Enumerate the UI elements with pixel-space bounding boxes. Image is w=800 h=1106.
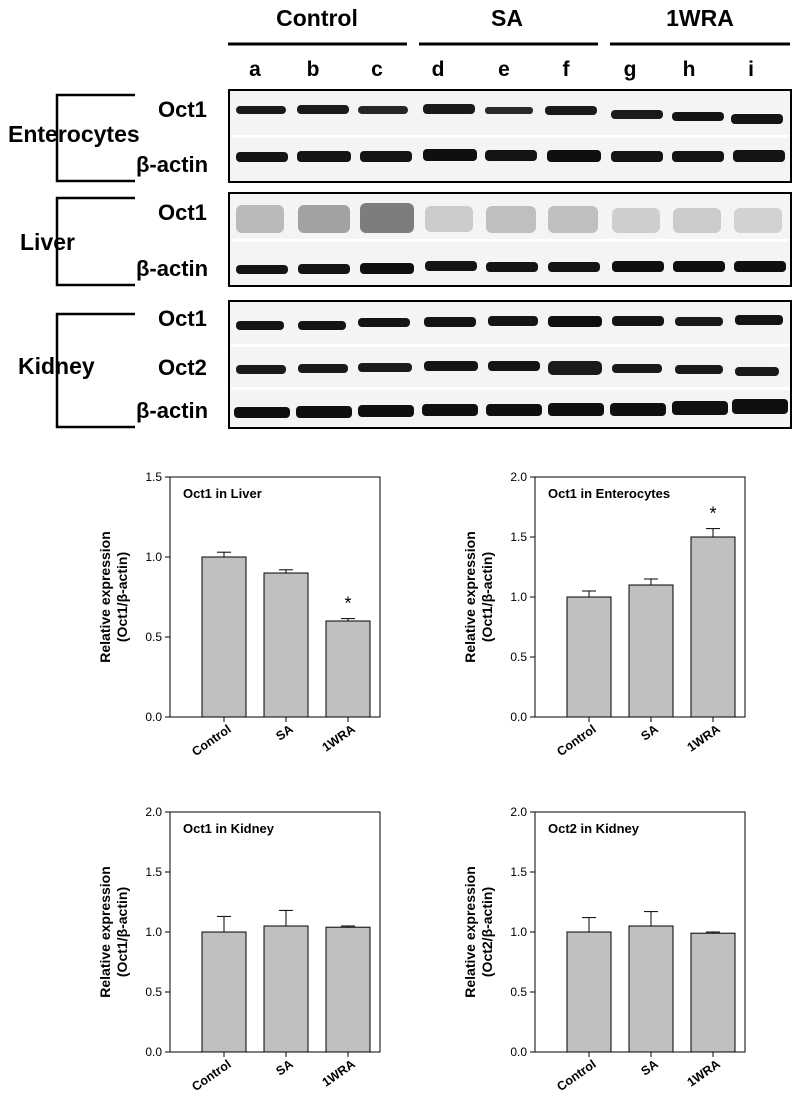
y-axis-label-ratio: (Oct2/β-actin) xyxy=(479,887,495,977)
group-label-control: Control xyxy=(276,5,358,31)
row-label-oct1-enterocytes: Oct1 xyxy=(158,97,207,122)
bar-1wra xyxy=(325,926,371,1053)
bar-1wra xyxy=(690,932,736,1053)
tissue-label-kidney: Kidney xyxy=(18,353,95,379)
y-tick-label: 2.0 xyxy=(145,805,162,819)
lane-label-h: h xyxy=(683,58,696,81)
row-label-bactin-kidney: β-actin xyxy=(136,398,208,423)
blot-box-kidney xyxy=(228,300,792,429)
y-axis-label-ratio: (Oct1/β-actin) xyxy=(114,887,130,977)
y-tick-label: 1.5 xyxy=(510,530,527,544)
chart-oct1-kidney: Oct1 in Kidney 0.0 0.5 1.0 1.5 2.0 Relative ex… xyxy=(97,805,381,1094)
group-label-sa: SA xyxy=(491,5,523,31)
y-tick-label: 0.0 xyxy=(510,710,527,724)
y-tick-label: 0.5 xyxy=(510,650,527,664)
x-tick-label: Control xyxy=(189,722,233,759)
y-tick-label: 1.0 xyxy=(145,925,162,939)
lane-label-b: b xyxy=(307,58,320,81)
chart-oct1-liver: Oct1 in Liver 0.0 0.5 1.0 1.5 Relative expres… xyxy=(97,470,381,759)
x-tick-label: Control xyxy=(554,1057,598,1094)
bar-control xyxy=(201,556,247,718)
x-tick-label: Control xyxy=(554,722,598,759)
bracket-enterocytes xyxy=(55,93,135,183)
y-tick-label: 0.0 xyxy=(510,1045,527,1059)
y-axis-label: Relative expression xyxy=(97,531,113,663)
significance-marker: * xyxy=(344,594,351,614)
bar-1wra xyxy=(690,536,736,718)
y-tick-label: 1.0 xyxy=(145,550,162,564)
y-axis-label-ratio: (Oct1/β-actin) xyxy=(479,552,495,642)
x-tick-label: SA xyxy=(273,1057,295,1078)
chart-oct2-kidney: Oct2 in Kidney 0.0 0.5 1.0 1.5 2.0 Relative ex… xyxy=(462,805,746,1094)
chart-title: Oct1 in Enterocytes xyxy=(548,486,670,501)
bar-control xyxy=(201,931,247,1053)
blot-box-liver xyxy=(228,192,792,287)
x-tick-label: 1WRA xyxy=(685,1057,723,1090)
lane-label-c: c xyxy=(371,58,383,81)
chart-oct1-enterocytes: Oct1 in Enterocytes 0.0 0.5 1.0 1.5 2.0 Relati… xyxy=(462,470,746,759)
tissue-label-enterocytes: Enterocytes xyxy=(8,121,140,147)
lane-label-i: i xyxy=(748,58,754,81)
y-tick-label: 1.5 xyxy=(145,470,162,484)
y-tick-label: 0.5 xyxy=(145,630,162,644)
chart-title: Oct1 in Liver xyxy=(183,486,262,501)
y-tick-label: 0.5 xyxy=(145,985,162,999)
y-tick-label: 1.0 xyxy=(510,590,527,604)
x-tick-label: 1WRA xyxy=(320,722,358,755)
lane-label-a: a xyxy=(249,58,261,81)
y-tick-label: 0.0 xyxy=(145,710,162,724)
western-blot-figure: Control SA 1WRA a b c d e f g h i Entero… xyxy=(8,5,792,429)
lane-label-g: g xyxy=(624,58,637,81)
row-label-bactin-liver: β-actin xyxy=(136,256,208,281)
bar-sa xyxy=(628,584,674,718)
y-tick-label: 2.0 xyxy=(510,470,527,484)
significance-marker: * xyxy=(709,504,716,524)
x-tick-label: SA xyxy=(273,722,295,743)
row-label-oct2-kidney: Oct2 xyxy=(158,355,207,380)
x-tick-label: SA xyxy=(638,722,660,743)
y-tick-label: 0.5 xyxy=(510,985,527,999)
chart-title: Oct2 in Kidney xyxy=(548,821,640,836)
chart-title: Oct1 in Kidney xyxy=(183,821,275,836)
lane-label-e: e xyxy=(498,58,510,81)
y-tick-label: 2.0 xyxy=(510,805,527,819)
bar-1wra xyxy=(325,620,371,718)
y-tick-label: 1.5 xyxy=(145,865,162,879)
x-tick-label: 1WRA xyxy=(685,722,723,755)
bracket-liver xyxy=(55,196,135,287)
y-axis-label: Relative expression xyxy=(462,531,478,663)
x-tick-label: Control xyxy=(189,1057,233,1094)
y-tick-label: 1.0 xyxy=(510,925,527,939)
y-axis-label-ratio: (Oct1/β-actin) xyxy=(114,552,130,642)
bar-sa xyxy=(628,925,674,1053)
bracket-kidney xyxy=(55,312,135,429)
x-tick-label: SA xyxy=(638,1057,660,1078)
bar-control xyxy=(566,931,612,1053)
lane-label-f: f xyxy=(563,58,571,81)
y-tick-label: 1.5 xyxy=(510,865,527,879)
x-tick-label: 1WRA xyxy=(320,1057,358,1090)
y-axis-label: Relative expression xyxy=(462,866,478,998)
tissue-label-liver: Liver xyxy=(20,229,75,255)
bar-control xyxy=(566,596,612,718)
y-tick-label: 0.0 xyxy=(145,1045,162,1059)
bar-sa xyxy=(263,572,309,718)
row-label-bactin-enterocytes: β-actin xyxy=(136,152,208,177)
blot-box-enterocytes xyxy=(228,89,792,183)
y-axis-label: Relative expression xyxy=(97,866,113,998)
row-label-oct1-kidney: Oct1 xyxy=(158,306,207,331)
row-label-oct1-liver: Oct1 xyxy=(158,200,207,225)
bar-sa xyxy=(263,925,309,1053)
lane-label-d: d xyxy=(432,58,445,81)
group-label-1wra: 1WRA xyxy=(666,5,734,31)
